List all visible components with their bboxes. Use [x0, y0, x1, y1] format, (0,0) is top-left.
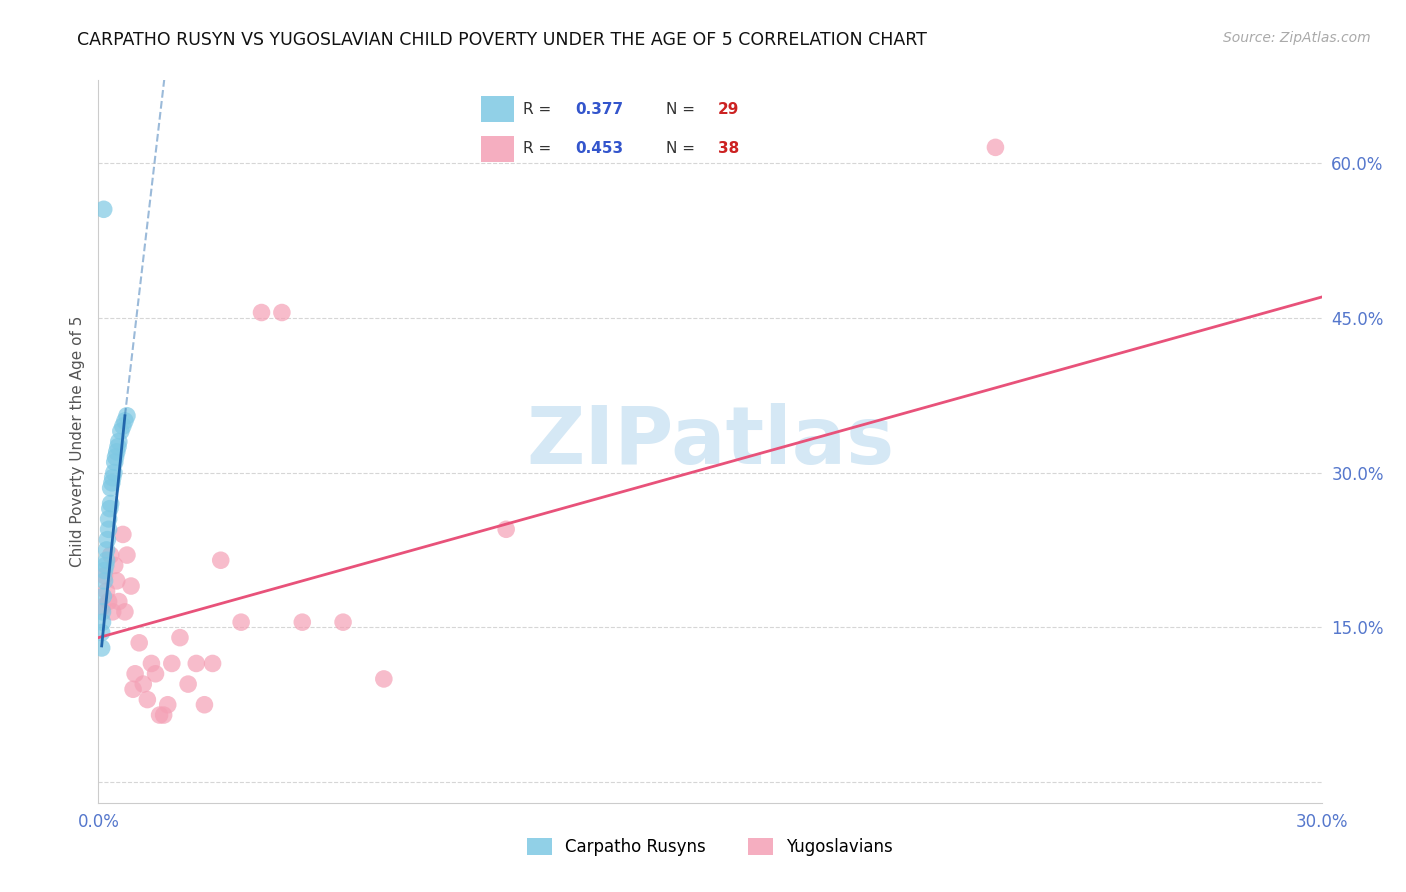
Point — [156, 698, 179, 712]
Point — [98, 501, 121, 516]
Point — [111, 419, 134, 434]
Point — [114, 605, 136, 619]
Point — [193, 698, 215, 712]
Point — [97, 512, 120, 526]
Point — [101, 471, 124, 485]
Point — [141, 657, 163, 671]
Point — [373, 672, 395, 686]
Point — [104, 558, 127, 573]
Point — [111, 527, 134, 541]
Point — [90, 640, 112, 655]
Point — [96, 533, 118, 547]
Point — [984, 140, 1007, 154]
Point — [105, 574, 128, 588]
Point — [128, 636, 150, 650]
Text: Source: ZipAtlas.com: Source: ZipAtlas.com — [1223, 31, 1371, 45]
Point — [120, 579, 142, 593]
Point — [104, 455, 127, 469]
Point — [115, 409, 138, 423]
Point — [91, 615, 114, 630]
Point — [105, 445, 128, 459]
Point — [495, 522, 517, 536]
Point — [96, 542, 118, 557]
Point — [94, 558, 117, 573]
Point — [96, 553, 118, 567]
Legend: Carpatho Rusyns, Yugoslavians: Carpatho Rusyns, Yugoslavians — [520, 831, 900, 863]
Point — [93, 574, 115, 588]
Point — [93, 568, 115, 582]
Text: CARPATHO RUSYN VS YUGOSLAVIAN CHILD POVERTY UNDER THE AGE OF 5 CORRELATION CHART: CARPATHO RUSYN VS YUGOSLAVIAN CHILD POVE… — [77, 31, 927, 49]
Point — [96, 584, 118, 599]
Point — [91, 590, 114, 604]
Point — [250, 305, 273, 319]
Point — [145, 666, 167, 681]
Point — [97, 594, 120, 608]
Point — [103, 466, 125, 480]
Point — [209, 553, 232, 567]
Point — [108, 594, 131, 608]
Point — [231, 615, 253, 630]
Point — [101, 475, 124, 490]
Point — [152, 708, 174, 723]
Point — [93, 202, 115, 217]
Point — [124, 666, 146, 681]
Point — [110, 424, 132, 438]
Point — [115, 548, 138, 562]
Point — [122, 682, 145, 697]
Point — [169, 631, 191, 645]
Point — [149, 708, 172, 723]
Point — [104, 450, 127, 464]
Point — [108, 434, 131, 449]
Point — [91, 605, 114, 619]
Point — [91, 599, 114, 614]
Point — [114, 414, 136, 428]
Point — [177, 677, 200, 691]
Point — [136, 692, 159, 706]
Point — [270, 305, 294, 319]
Point — [93, 564, 115, 578]
Point — [107, 440, 129, 454]
Point — [100, 496, 122, 510]
Point — [160, 657, 183, 671]
Y-axis label: Child Poverty Under the Age of 5: Child Poverty Under the Age of 5 — [69, 316, 84, 567]
Point — [101, 605, 124, 619]
Point — [186, 657, 208, 671]
Point — [201, 657, 224, 671]
Point — [90, 625, 112, 640]
Text: ZIPatlas: ZIPatlas — [526, 402, 894, 481]
Point — [332, 615, 354, 630]
Point — [100, 548, 122, 562]
Point — [291, 615, 314, 630]
Point — [100, 481, 122, 495]
Point — [97, 522, 120, 536]
Point — [132, 677, 155, 691]
